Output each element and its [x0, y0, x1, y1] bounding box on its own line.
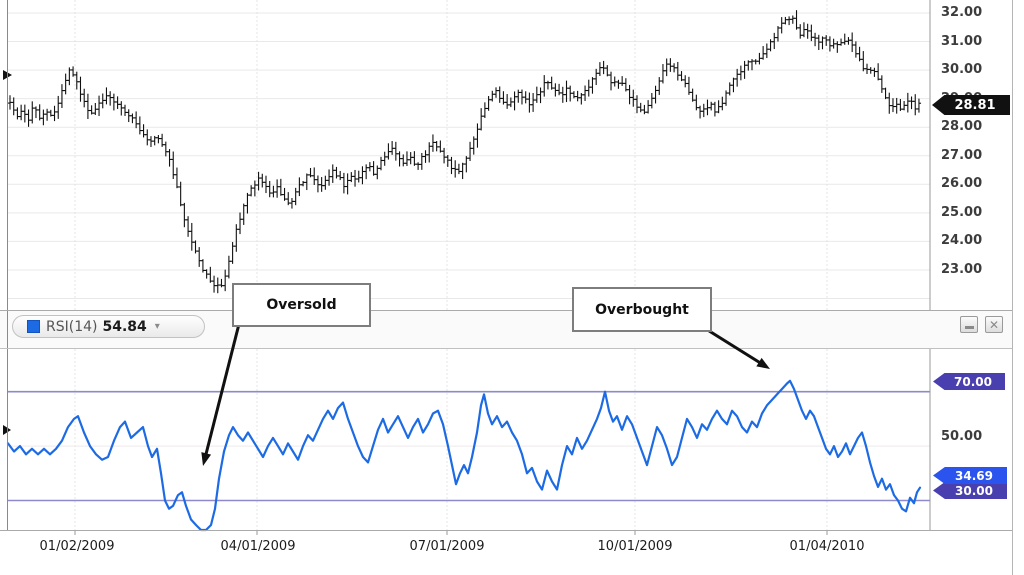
rsi-last-value-badge: 34.69	[933, 467, 1007, 484]
overbought-level-badge: 70.00	[933, 373, 1005, 390]
minimize-icon	[964, 326, 974, 329]
close-icon: ✕	[988, 317, 1000, 332]
minimize-button[interactable]	[960, 316, 978, 333]
date-label: 07/01/2009	[409, 539, 485, 554]
close-button[interactable]: ✕	[985, 316, 1003, 333]
price-tick-label: 30.00	[941, 62, 983, 78]
oversold-level-badge: 30.00	[933, 482, 1007, 499]
rsi-legend-name: RSI(14)	[46, 318, 98, 335]
price-tick-label: 27.00	[941, 147, 983, 163]
overbought-annotation[interactable]: Overbought	[572, 287, 712, 332]
price-tick-label: 25.00	[941, 204, 983, 220]
chevron-down-icon: ▾	[154, 321, 160, 332]
rsi-mid-level-label: 50.00	[941, 429, 983, 444]
rsi-series-swatch-icon	[27, 320, 40, 333]
rsi-legend-dropdown[interactable]: RSI(14) 54.84 ▾	[12, 315, 205, 338]
date-label: 01/02/2009	[39, 539, 115, 554]
oversold-annotation[interactable]: Oversold	[232, 283, 371, 327]
last-price-badge: 28.81	[932, 95, 1010, 115]
price-tick-label: 26.00	[941, 176, 983, 192]
price-tick-label: 28.00	[941, 119, 983, 135]
date-label: 10/01/2009	[597, 539, 673, 554]
price-tick-label: 31.00	[941, 33, 983, 49]
price-tick-label: 23.00	[941, 261, 983, 277]
date-label: 04/01/2009	[220, 539, 296, 554]
price-tick-label: 24.00	[941, 233, 983, 249]
price-tick-label: 32.00	[941, 5, 983, 20]
date-label: 01/04/2010	[789, 539, 865, 554]
rsi-legend-value: 54.84	[102, 318, 147, 335]
rsi-panel-header: RSI(14) 54.84 ▾ ✕	[0, 310, 1013, 348]
